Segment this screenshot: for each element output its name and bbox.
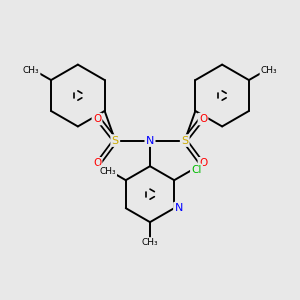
Text: CH₃: CH₃ xyxy=(142,238,158,247)
Text: Cl: Cl xyxy=(191,165,202,175)
Text: S: S xyxy=(112,136,119,146)
Text: N: N xyxy=(146,136,154,146)
Text: O: O xyxy=(199,158,207,168)
Text: S: S xyxy=(181,136,188,146)
Text: N: N xyxy=(175,203,183,213)
Text: O: O xyxy=(93,114,101,124)
Text: O: O xyxy=(93,158,101,168)
Text: O: O xyxy=(199,114,207,124)
Text: CH₃: CH₃ xyxy=(99,167,116,176)
Text: CH₃: CH₃ xyxy=(261,66,277,75)
Text: CH₃: CH₃ xyxy=(23,66,39,75)
